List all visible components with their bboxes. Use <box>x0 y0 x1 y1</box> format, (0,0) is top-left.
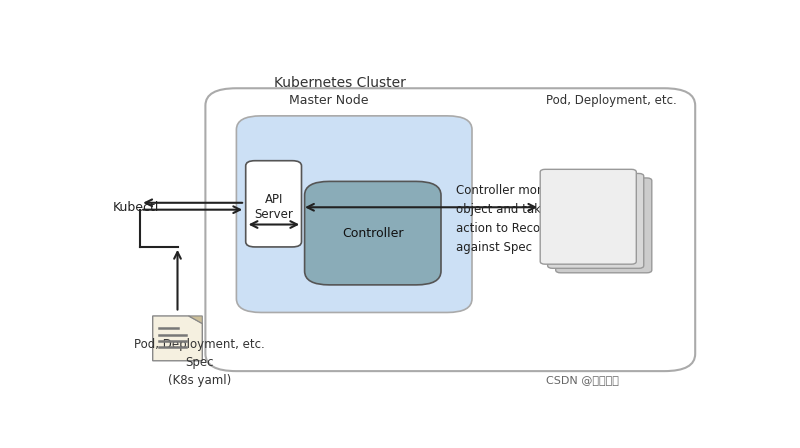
FancyBboxPatch shape <box>540 169 636 264</box>
FancyBboxPatch shape <box>206 88 695 371</box>
Text: CSDN @江中散人: CSDN @江中散人 <box>546 375 619 385</box>
Text: Controller monitors
object and takes
action to Reconcile
against Spec: Controller monitors object and takes act… <box>457 184 571 254</box>
Text: Kubernetes Cluster: Kubernetes Cluster <box>274 76 406 90</box>
FancyBboxPatch shape <box>246 161 302 247</box>
Text: API
Server: API Server <box>254 193 293 221</box>
Polygon shape <box>189 316 202 323</box>
FancyBboxPatch shape <box>548 173 644 268</box>
Text: Pod, Deployment, etc.
Spec
(K8s yaml): Pod, Deployment, etc. Spec (K8s yaml) <box>134 338 265 388</box>
Text: Pod, Deployment, etc.: Pod, Deployment, etc. <box>546 94 677 107</box>
FancyBboxPatch shape <box>237 116 472 313</box>
Text: Master Node: Master Node <box>289 94 369 107</box>
FancyBboxPatch shape <box>305 181 441 285</box>
Text: Controller: Controller <box>342 227 403 240</box>
FancyBboxPatch shape <box>556 178 652 273</box>
Polygon shape <box>153 316 202 361</box>
Text: Kubectl: Kubectl <box>112 201 158 214</box>
